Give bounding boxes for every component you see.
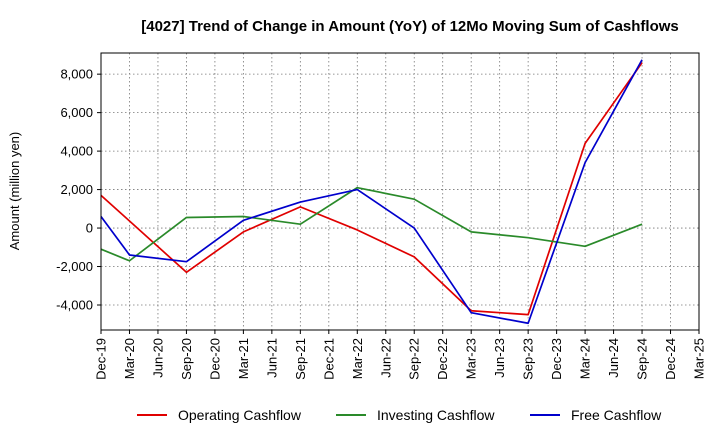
y-tick-label: 2,000 bbox=[60, 182, 93, 197]
x-tick-label: Mar-22 bbox=[350, 338, 365, 379]
chart-title: [4027] Trend of Change in Amount (YoY) o… bbox=[141, 18, 679, 35]
legend: Operating Cashflow Investing Cashflow Free… bbox=[137, 407, 662, 423]
x-tick-label: Sep-24 bbox=[635, 338, 650, 380]
y-tick-label: 4,000 bbox=[60, 144, 93, 159]
y-tick-label: -2,000 bbox=[56, 259, 93, 274]
x-tick-label: Mar-24 bbox=[578, 338, 593, 379]
series-line-free-cashflow bbox=[100, 59, 643, 325]
x-tick-label: Jun-22 bbox=[378, 338, 393, 378]
x-tick-label: Dec-23 bbox=[549, 338, 564, 380]
x-tick-label: Sep-21 bbox=[293, 338, 308, 380]
y-tick-label: -4,000 bbox=[56, 297, 93, 312]
x-tick-label: Sep-20 bbox=[179, 338, 194, 380]
legend-label: Operating Cashflow bbox=[178, 407, 302, 423]
x-tick-label: Dec-21 bbox=[321, 338, 336, 380]
series-line-investing-cashflow bbox=[100, 186, 643, 262]
series-lines bbox=[100, 59, 643, 325]
x-tick-label: Dec-20 bbox=[207, 338, 222, 380]
x-tick-label: Jun-24 bbox=[606, 338, 621, 378]
x-tick-label: Sep-23 bbox=[521, 338, 536, 380]
y-tick-label: 0 bbox=[86, 221, 93, 236]
plot-frame bbox=[100, 52, 700, 331]
x-tick-label: Jun-20 bbox=[150, 338, 165, 378]
x-tick-label: Jun-21 bbox=[264, 338, 279, 378]
x-tick-label: Jun-23 bbox=[492, 338, 507, 378]
legend-label: Investing Cashflow bbox=[377, 407, 495, 423]
legend-label: Free Cashflow bbox=[571, 407, 662, 423]
y-axis-label: Amount (million yen) bbox=[7, 132, 22, 251]
y-axis-ticks: -4,000 -2,000 0 2,000 4,000 6,000 8,000 bbox=[56, 67, 101, 312]
y-tick-label: 8,000 bbox=[60, 67, 93, 82]
x-tick-label: Mar-20 bbox=[122, 338, 137, 379]
x-tick-label: Sep-22 bbox=[407, 338, 422, 380]
x-tick-label: Dec-22 bbox=[435, 338, 450, 380]
x-tick-label: Mar-21 bbox=[236, 338, 251, 379]
x-tick-label: Dec-19 bbox=[94, 338, 109, 380]
plot-area bbox=[101, 53, 699, 330]
x-tick-label: Mar-25 bbox=[692, 338, 707, 379]
x-tick-label: Dec-24 bbox=[663, 338, 678, 380]
y-tick-label: 6,000 bbox=[60, 105, 93, 120]
series-line-operating-cashflow bbox=[100, 62, 643, 316]
x-axis-ticks: Dec-19 Mar-20 Jun-20 Sep-20 Dec-20 Mar-21 Jun-… bbox=[94, 330, 707, 380]
x-tick-label: Mar-23 bbox=[464, 338, 479, 379]
